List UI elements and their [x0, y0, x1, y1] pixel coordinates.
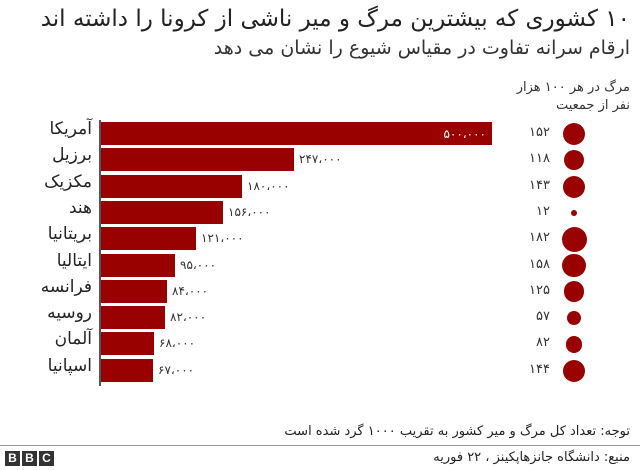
rate-value: ۱۴۳ [529, 177, 550, 193]
bar [101, 358, 153, 382]
rate-bubble [562, 122, 586, 146]
rate-value: ۱۲۵ [529, 282, 550, 298]
bar [101, 227, 196, 251]
rate-header-line1: مرگ در هر ۱۰۰ هزار [516, 80, 630, 95]
rate-value: ۸۲ [536, 335, 550, 351]
country-label: بریتانیا [47, 224, 92, 245]
bar-value-label: ۱۸۰،۰۰۰ [247, 178, 290, 193]
logo-letter: C [39, 451, 54, 466]
country-label: مکزیک [44, 171, 92, 192]
country-label: ایتالیا [56, 250, 92, 271]
rate-bubble [563, 150, 585, 171]
chart-row: روسیه ۸۲،۰۰۰ ۵۷ [0, 303, 640, 331]
rate-bubble [565, 336, 583, 353]
bar-value-label: ۶۸،۰۰۰ [159, 336, 196, 351]
country-label: فرانسه [40, 276, 92, 297]
bar [101, 148, 294, 172]
country-label: آلمان [54, 329, 92, 350]
rate-value: ۱۴۴ [529, 361, 550, 377]
bar [101, 306, 165, 330]
country-label: هند [68, 197, 92, 218]
bar-value-label: ۶۷،۰۰۰ [158, 362, 195, 377]
bar-value-label: ۹۵،۰۰۰ [180, 257, 217, 272]
bar [101, 253, 175, 277]
rate-bubble [567, 311, 581, 326]
rate-bubble [561, 226, 587, 252]
y-axis-line [99, 120, 101, 386]
bar: ۵۰۰،۰۰۰ [101, 122, 492, 145]
rate-column-header: مرگ در هر ۱۰۰ هزار نفر از جمعیت [480, 79, 630, 115]
chart-row: برزیل ۲۴۷،۰۰۰ ۱۱۸ [0, 145, 640, 173]
chart-row: ایتالیا ۹۵،۰۰۰ ۱۵۸ [0, 250, 640, 279]
chart-row: فرانسه ۸۴،۰۰۰ ۱۲۵ [0, 276, 640, 305]
rate-value: ۱۵۸ [529, 256, 550, 272]
bar [101, 200, 223, 224]
footnote: توجه: تعداد کل مرگ و میر کشور به تقریب ۱… [284, 424, 630, 439]
bbc-logo: B B C [5, 451, 54, 466]
source-text: منبع: دانشگاه جانزهاپکینز ، ۲۲ فوریه [433, 450, 630, 465]
rate-value: ۱۱۸ [529, 151, 550, 167]
logo-letter: B [22, 451, 37, 466]
bar [101, 174, 242, 198]
chart-row: آمریکا ۵۰۰،۰۰۰ ۱۵۲ [0, 119, 640, 147]
country-label: روسیه [47, 303, 92, 324]
rate-bubble [563, 281, 585, 303]
rate-value: ۱۵۲ [529, 125, 550, 140]
bar-value-label: ۱۲۱،۰۰۰ [201, 231, 244, 246]
chart-row: مکزیک ۱۸۰،۰۰۰ ۱۴۳ [0, 171, 640, 200]
chart-title: ۱۰ کشوری که بیشترین مرگ و میر ناشی از کر… [40, 6, 630, 32]
chart-row: آلمان ۶۸،۰۰۰ ۸۲ [0, 329, 640, 357]
bar [101, 332, 154, 356]
chart-row: اسپانیا ۶۷،۰۰۰ ۱۴۴ [0, 355, 640, 384]
logo-letter: B [5, 451, 20, 466]
chart-row: هند ۱۵۶،۰۰۰ ۱۲ [0, 197, 640, 226]
rate-header-line2: نفر از جمعیت [555, 98, 630, 113]
chart-row: بریتانیا ۱۲۱،۰۰۰ ۱۸۲ [0, 224, 640, 252]
rate-bubble [562, 175, 586, 198]
rate-value: ۵۷ [536, 309, 550, 325]
chart-subtitle: ارقام سرانه تفاوت در مقیاس شیوع را نشان … [213, 37, 630, 59]
footer-divider [0, 445, 640, 446]
rate-bubble [562, 359, 586, 382]
rate-value: ۱۸۲ [529, 230, 550, 246]
country-label: برزیل [52, 145, 92, 166]
bar [101, 279, 167, 303]
bar-value-label: ۸۲،۰۰۰ [170, 310, 207, 325]
rate-value: ۱۲ [536, 203, 550, 219]
bar-value-label: ۲۴۷،۰۰۰ [299, 152, 342, 167]
country-label: آمریکا [49, 119, 92, 139]
bar-value-label: ۱۵۶،۰۰۰ [228, 204, 271, 219]
rate-bubble [562, 253, 586, 278]
bar-value-label: ۵۰۰،۰۰۰ [443, 127, 486, 141]
bar-value-label: ۸۴،۰۰۰ [172, 283, 209, 298]
country-label: اسپانیا [47, 355, 92, 376]
rate-bubble [570, 209, 578, 217]
